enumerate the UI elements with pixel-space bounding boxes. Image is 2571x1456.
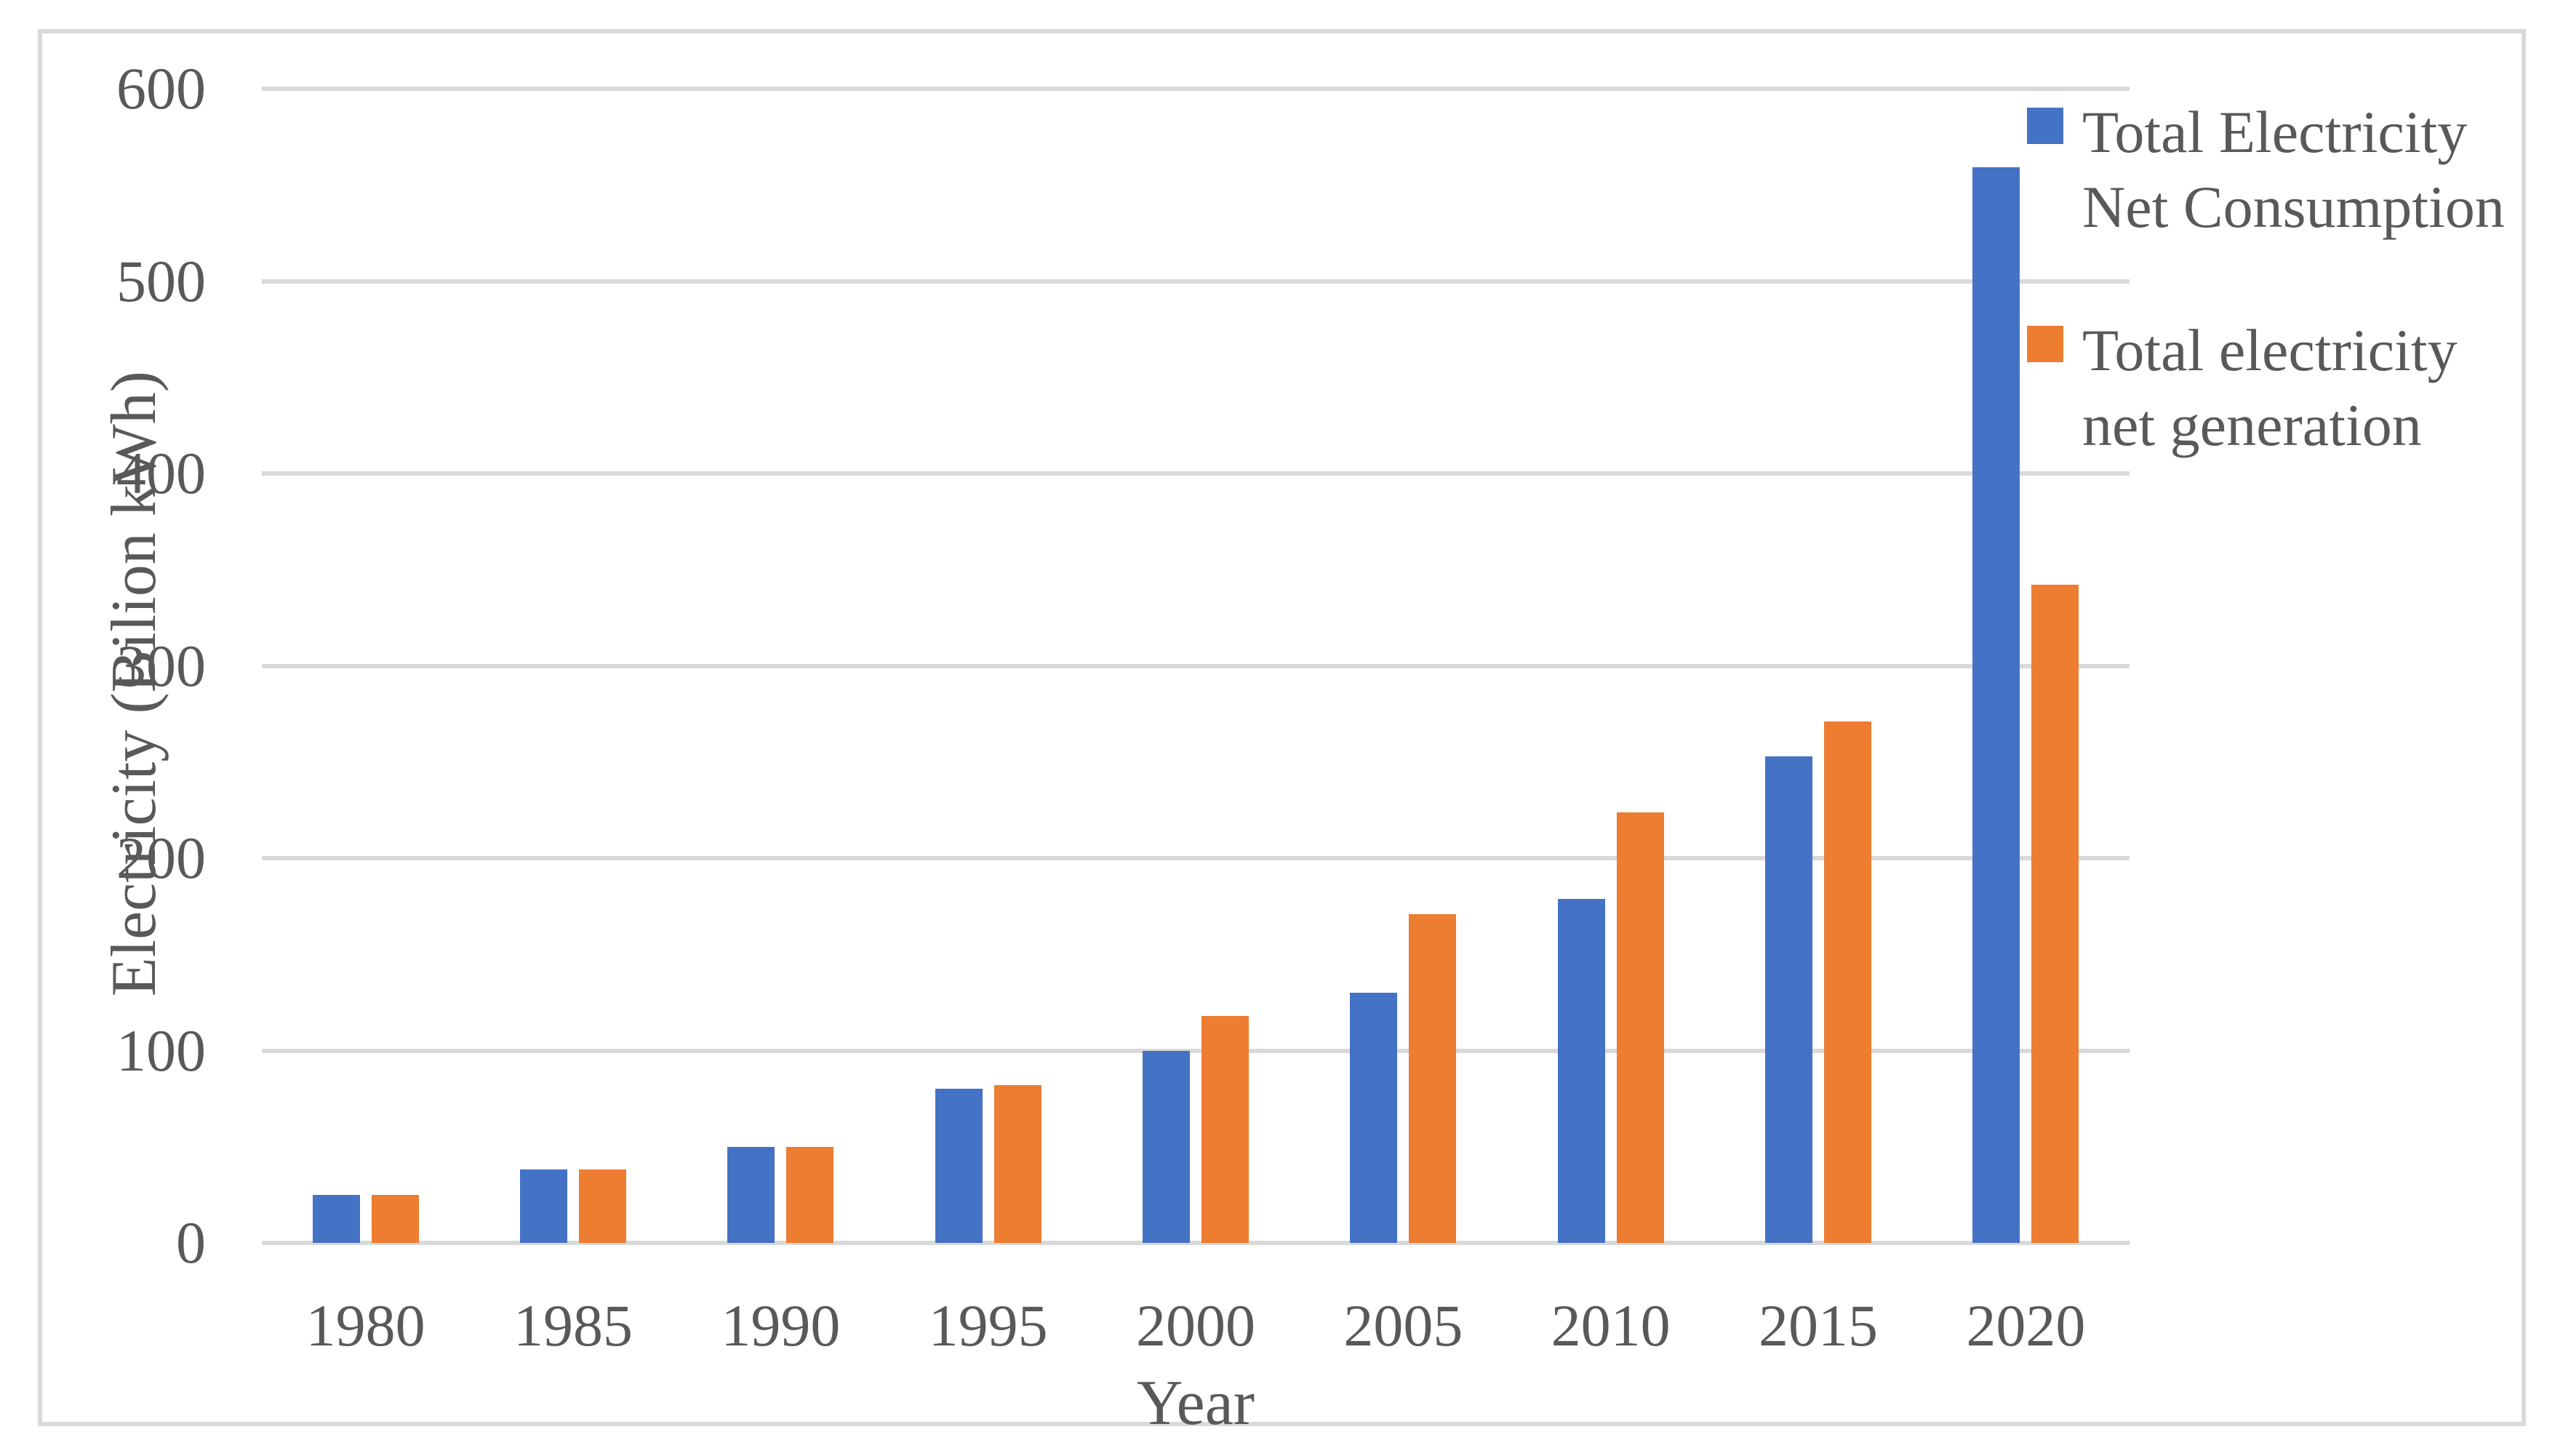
x-tick-label-1985: 1985 (513, 1292, 633, 1359)
y-tick-label-500: 500 (116, 247, 206, 314)
legend-item-consumption: Total Electricity Net Consumption (2027, 95, 2536, 313)
x-tick-label-1990: 1990 (721, 1292, 841, 1359)
gridline-100 (262, 1048, 2130, 1053)
x-tick-label-1980: 1980 (305, 1292, 425, 1359)
y-tick-label-400: 400 (116, 440, 206, 506)
x-tick-label-1995: 1995 (928, 1292, 1048, 1359)
x-axis-title: Year (1136, 1368, 1255, 1439)
legend-item-generation: Total electricity net generation (2027, 313, 2536, 531)
legend-label: Total electricity net generation (2082, 313, 2458, 463)
x-tick-label-2000: 2000 (1136, 1292, 1255, 1359)
gridline-300 (262, 663, 2130, 668)
x-axis-line (262, 1241, 2130, 1245)
gridline-200 (262, 856, 2130, 860)
bar-generation-1995 (993, 1085, 1041, 1243)
bar-consumption-2020 (1972, 167, 2020, 1243)
legend-label-line: net generation (2082, 392, 2422, 458)
legend-swatch-icon (2027, 108, 2063, 144)
y-tick-label-200: 200 (116, 825, 206, 891)
bar-generation-1980 (371, 1194, 419, 1243)
bar-generation-2000 (1201, 1015, 1249, 1243)
bar-consumption-2005 (1350, 993, 1398, 1243)
bar-generation-1985 (579, 1169, 626, 1243)
bar-generation-2015 (1824, 721, 1871, 1243)
bar-consumption-1995 (935, 1089, 983, 1243)
bar-consumption-2010 (1557, 898, 1605, 1243)
y-tick-label-100: 100 (116, 1017, 206, 1084)
legend-label: Total Electricity Net Consumption (2082, 95, 2505, 244)
x-tick-label-2020: 2020 (1966, 1292, 2086, 1359)
bar-generation-1990 (786, 1146, 834, 1243)
y-tick-label-0: 0 (176, 1209, 206, 1276)
gridline-500 (262, 279, 2130, 284)
gridline-400 (262, 471, 2130, 476)
x-tick-label-2005: 2005 (1343, 1292, 1463, 1359)
y-axis-title: Electricity (Bilion kWh) (99, 370, 169, 997)
x-tick-label-2015: 2015 (1759, 1292, 1878, 1359)
y-tick-label-600: 600 (116, 55, 206, 121)
legend-label-line: Net Consumption (2082, 174, 2505, 240)
bar-consumption-2015 (1765, 756, 1812, 1243)
bar-generation-2005 (1409, 913, 1457, 1243)
legend-label-line: Total electricity (2082, 317, 2458, 383)
bar-generation-2010 (1616, 812, 1664, 1243)
bar-consumption-1985 (520, 1169, 567, 1243)
bar-consumption-1980 (312, 1194, 360, 1243)
y-tick-label-300: 300 (116, 632, 206, 699)
chart-border-frame (38, 29, 2526, 1426)
gridline-600 (262, 87, 2130, 91)
bar-generation-2020 (2031, 585, 2079, 1243)
bar-consumption-2000 (1143, 1050, 1190, 1243)
x-tick-label-2010: 2010 (1551, 1292, 1671, 1359)
legend-swatch-icon (2027, 326, 2063, 362)
bar-consumption-1990 (727, 1146, 775, 1243)
legend-label-line: Total Electricity (2082, 99, 2468, 165)
